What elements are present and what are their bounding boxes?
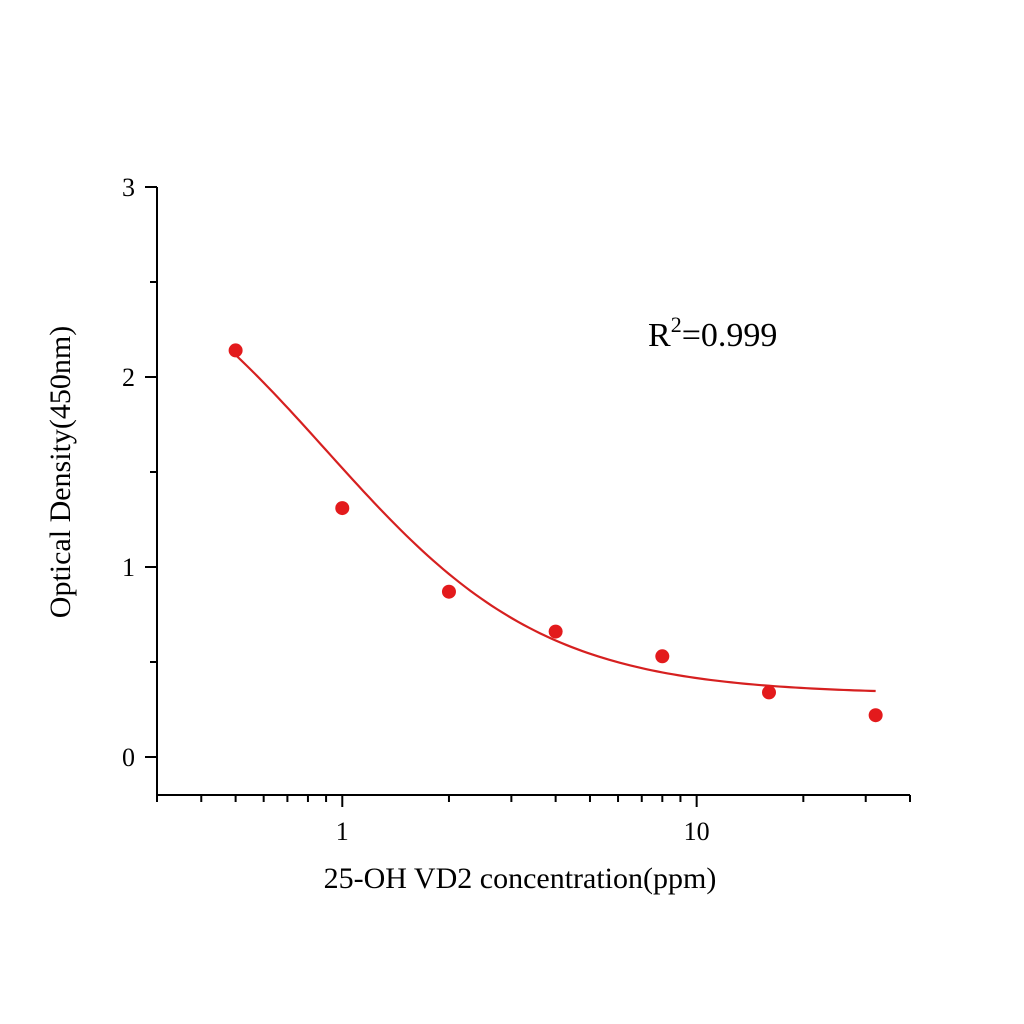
x-ticks	[156, 795, 911, 807]
x-tick-label: 10	[684, 817, 710, 846]
r-squared-superscript: 2	[671, 312, 682, 337]
data-point	[441, 584, 456, 599]
data-point	[548, 624, 563, 639]
y-tick-labels: 0 1 2 3	[122, 173, 135, 772]
y-tick-label: 1	[122, 553, 135, 582]
x-tick-labels: 1 10	[336, 817, 710, 846]
x-axis-title: 25-OH VD2 concentration(ppm)	[324, 862, 717, 895]
y-ticks	[145, 186, 157, 758]
data-point	[335, 501, 350, 516]
x-tick-label: 1	[336, 817, 349, 846]
data-point	[655, 649, 670, 664]
axes	[156, 187, 910, 796]
r-squared-base: R	[648, 317, 671, 354]
y-axis-title: Optical Density(450nm)	[44, 326, 77, 618]
data-points	[228, 343, 883, 723]
data-point	[761, 685, 776, 700]
y-tick-label: 2	[122, 363, 135, 392]
r-squared-annotation: R2=0.999	[648, 312, 777, 354]
y-tick-label: 3	[122, 173, 135, 202]
data-point	[228, 343, 243, 358]
r-squared-value: =0.999	[682, 317, 778, 354]
fit-curve	[234, 354, 876, 693]
y-tick-label: 0	[122, 743, 135, 772]
data-point	[868, 708, 883, 723]
